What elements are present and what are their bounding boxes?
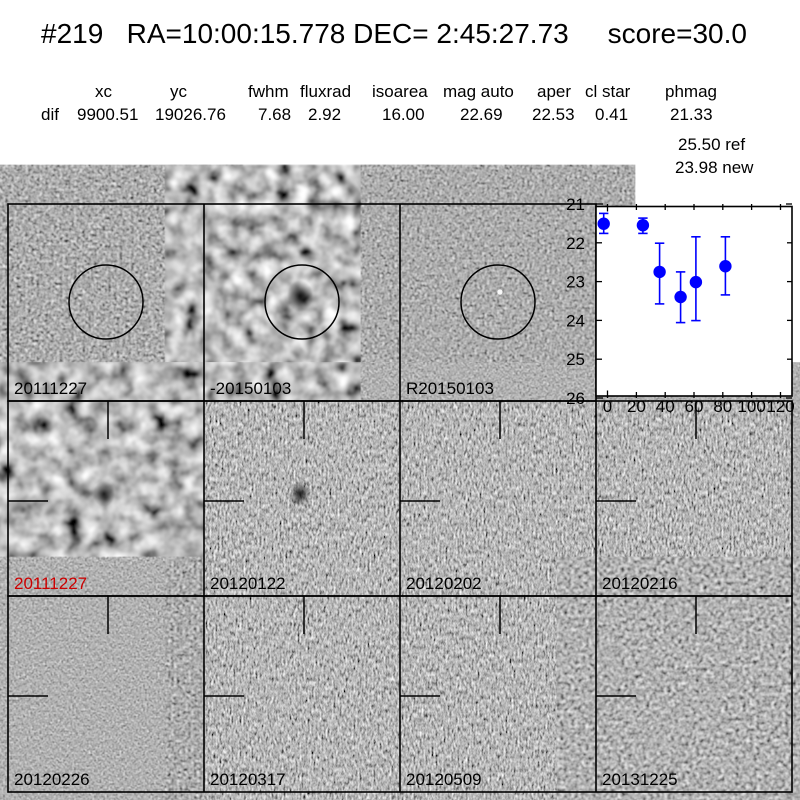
svg-text:26: 26 [566, 389, 585, 408]
svg-text:20120317: 20120317 [210, 770, 286, 789]
svg-text:R20150103: R20150103 [406, 379, 494, 398]
svg-text:20111227: 20111227 [14, 379, 87, 398]
svg-text:25: 25 [566, 350, 585, 369]
svg-text:-20150103: -20150103 [210, 379, 291, 398]
svg-text:60: 60 [685, 397, 704, 416]
svg-text:20131225: 20131225 [602, 770, 678, 789]
svg-text:20120122: 20120122 [210, 574, 286, 593]
svg-text:40: 40 [656, 397, 675, 416]
svg-text:21: 21 [566, 195, 585, 214]
svg-text:120: 120 [766, 397, 794, 416]
svg-text:20120509: 20120509 [406, 770, 482, 789]
svg-text:20111227: 20111227 [14, 574, 87, 593]
svg-text:24: 24 [566, 311, 585, 330]
svg-text:80: 80 [713, 397, 732, 416]
svg-text:20120226: 20120226 [14, 770, 90, 789]
svg-text:100: 100 [737, 397, 765, 416]
svg-text:0: 0 [603, 397, 612, 416]
svg-text:23: 23 [566, 273, 585, 292]
svg-text:20: 20 [627, 397, 646, 416]
svg-text:22: 22 [566, 234, 585, 253]
svg-text:20120216: 20120216 [602, 574, 678, 593]
svg-text:20120202: 20120202 [406, 574, 482, 593]
